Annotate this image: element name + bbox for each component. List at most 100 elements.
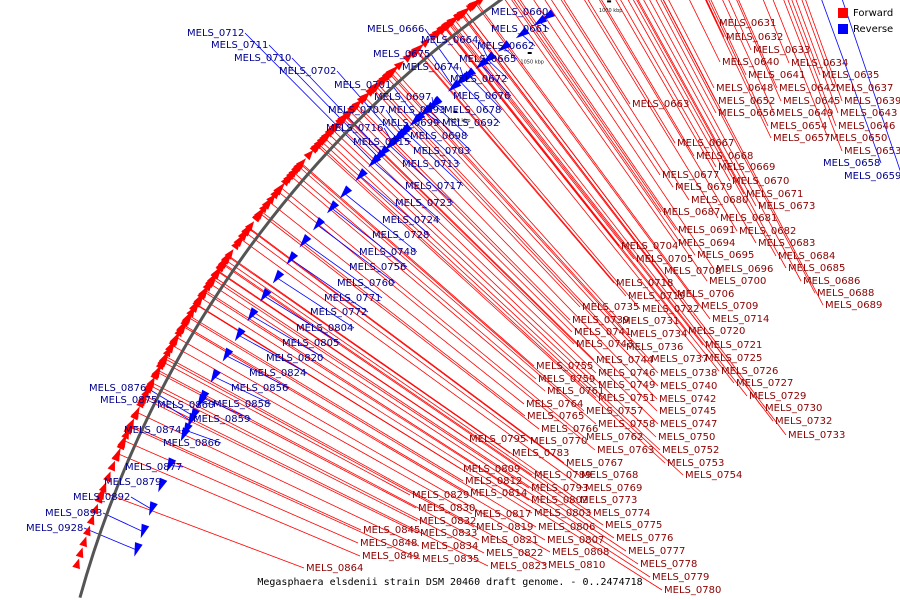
gene-leader-line [317,224,396,284]
gene-label: MELS_0806 [538,522,595,533]
gene-label: MELS_0648 [716,83,773,94]
gene-label: MELS_0687 [663,207,720,218]
forward-feature [131,408,139,419]
gene-label: MELS_0697 [374,92,431,103]
forward-feature [79,536,87,548]
gene-label: MELS_0696 [716,264,773,275]
gene-label: MELS_0848 [360,538,417,549]
gene-leader-line [298,166,597,425]
gene-label: MELS_0658 [823,158,880,169]
gene-label: MELS_0716 [326,123,383,134]
strand-legend: Forward Reverse [838,5,893,37]
gene-label: MELS_0849 [362,551,419,562]
legend-reverse: Reverse [838,21,893,37]
gene-label: MELS_0673 [758,201,815,212]
gene-label: MELS_0812 [465,476,522,487]
gene-label: MELS_0740 [660,381,717,392]
gene-leader-line [480,64,512,97]
gene-label: MELS_0821 [481,535,538,546]
gene-arrow [180,427,191,442]
gene-label: MELS_0754 [685,470,742,481]
gene-leader-line [787,0,837,127]
forward-feature [438,23,449,34]
forward-feature [121,429,130,440]
gene-label: MELS_0763 [597,445,654,456]
gene-arrow [234,327,246,342]
gene-leader-line [517,0,677,231]
gene-label: MELS_0725 [705,353,762,364]
gene-leader-line [478,39,489,60]
genome-caption: Megasphaera elsdenii strain DSM 20460 dr… [257,577,643,588]
gene-leader-line [584,0,719,219]
gene-label: MELS_0807 [547,535,604,546]
gene-label: MELS_0795 [469,434,526,445]
gene-leader-line [587,0,676,144]
gene-label: MELS_0820 [266,353,323,364]
gene-label: MELS_0864 [306,563,363,574]
forward-feature [393,60,404,71]
gene-leader-line [389,145,454,204]
gene-leader-line [165,356,547,566]
gene-label: MELS_0692 [442,118,499,129]
kbp-tick-label: 1000 kbp [599,8,623,14]
gene-label: MELS_0674 [402,62,459,73]
gene-leader-line [182,326,546,541]
gene-label: MELS_0706 [677,289,734,300]
gene-label: MELS_0753 [667,458,724,469]
gene-label: MELS_0712 [187,28,244,39]
gene-leader-line [332,129,657,438]
gene-label: MELS_0676 [453,91,510,102]
gene-leader-line [424,28,463,81]
gene-leader-line [519,0,696,256]
forward-feature [107,460,115,472]
gene-leader-line [460,14,676,295]
gene-label: MELS_0757 [586,406,643,417]
forward-feature [429,31,440,41]
gene-leader-line [317,145,666,464]
gene-label: MELS_0819 [476,522,533,533]
gene-arrow [299,234,312,248]
forward-feature [180,316,189,328]
gene-label: MELS_0656 [718,108,775,119]
forward-feature [311,141,322,152]
gene-arrow [368,154,382,167]
gene-leader-line [146,387,194,417]
gene-leader-line [448,23,635,260]
gene-label: MELS_0700 [709,276,766,287]
gene-label: MELS_0646 [838,121,895,132]
gene-leader-line [637,0,787,269]
gene-leader-line [324,137,661,451]
gene-label: MELS_0724 [382,215,439,226]
tick-mark [607,0,612,3]
gene-label: MELS_0645 [783,96,840,107]
gene-leader-line [212,278,530,489]
gene-leader-line [144,395,489,567]
gene-label: MELS_0720 [688,326,745,337]
gene-label: MELS_0744 [596,355,653,366]
gene-label: MELS_0715 [353,137,410,148]
leader-lines [83,0,900,591]
gene-leader-line [328,133,597,386]
gene-leader-line [250,315,325,359]
gene-leader-line [655,0,717,114]
gene-label: MELS_0766 [541,424,598,435]
gene-label: MELS_0730 [765,403,822,414]
gene-leader-line [345,115,595,361]
gene-label: MELS_0705 [636,254,693,265]
gene-label: MELS_0742 [659,394,716,405]
gene-leader-line [240,238,584,489]
gene-leader-line [185,430,222,444]
gene-leader-line [245,232,529,442]
gene-arrow [355,168,368,182]
gene-label: MELS_0832 [419,516,476,527]
gene-label: MELS_0662 [477,41,534,52]
gene-leader-line [795,0,839,114]
gene-leader-line [280,187,585,438]
gene-leader-line [291,57,383,154]
gene-label: MELS_0758 [598,419,655,430]
gene-leader-line [663,0,824,306]
gene-leader-line [130,496,152,510]
gene-leader-line [143,397,419,534]
gene-label: MELS_0764 [526,399,583,410]
gene-leader-line [200,297,663,591]
